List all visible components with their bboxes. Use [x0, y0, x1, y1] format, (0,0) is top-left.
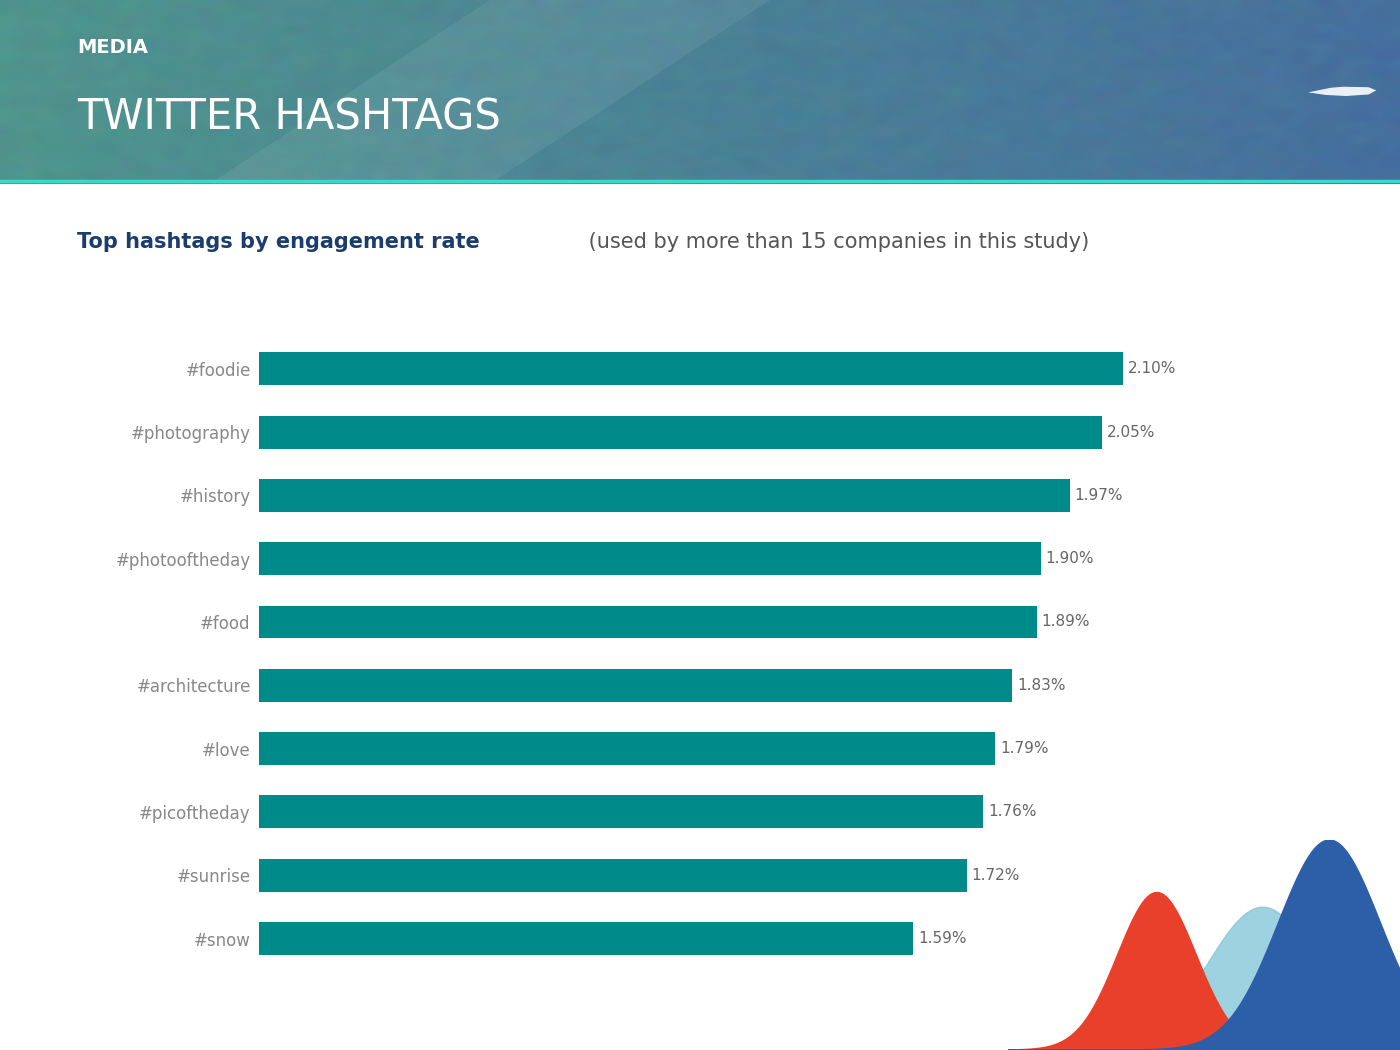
Text: 1.97%: 1.97% [1074, 488, 1123, 503]
Polygon shape [1008, 840, 1400, 1050]
Text: 1.76%: 1.76% [988, 804, 1036, 819]
Text: 1.89%: 1.89% [1042, 614, 1091, 629]
Bar [259, 479, 1070, 511]
Text: TWITTER HASHTAGS: TWITTER HASHTAGS [77, 97, 501, 139]
Bar [259, 922, 913, 956]
Text: Top hashtags by engagement rate: Top hashtags by engagement rate [77, 231, 480, 252]
Polygon shape [1308, 87, 1376, 96]
Text: Rival: Rival [49, 988, 81, 1001]
Text: 1.59%: 1.59% [918, 931, 966, 946]
Bar [259, 353, 1123, 385]
Bar [259, 859, 966, 891]
Text: 1.79%: 1.79% [1001, 741, 1049, 756]
Text: 2.05%: 2.05% [1107, 424, 1156, 440]
Bar [259, 416, 1102, 448]
Text: 2.10%: 2.10% [1128, 361, 1176, 376]
Text: 1.72%: 1.72% [972, 867, 1021, 883]
Polygon shape [1008, 892, 1400, 1050]
Text: 1.90%: 1.90% [1046, 551, 1095, 566]
Polygon shape [210, 0, 770, 184]
Bar [259, 542, 1040, 575]
Bar [259, 732, 995, 765]
Bar [259, 606, 1036, 638]
Text: (used by more than 15 companies in this study): (used by more than 15 companies in this … [582, 231, 1089, 252]
Text: 1.83%: 1.83% [1016, 678, 1065, 693]
Text: IQ: IQ [55, 1009, 76, 1027]
Bar [259, 796, 983, 828]
Bar [259, 669, 1012, 701]
Polygon shape [1008, 907, 1400, 1050]
Text: MEDIA: MEDIA [77, 38, 148, 58]
